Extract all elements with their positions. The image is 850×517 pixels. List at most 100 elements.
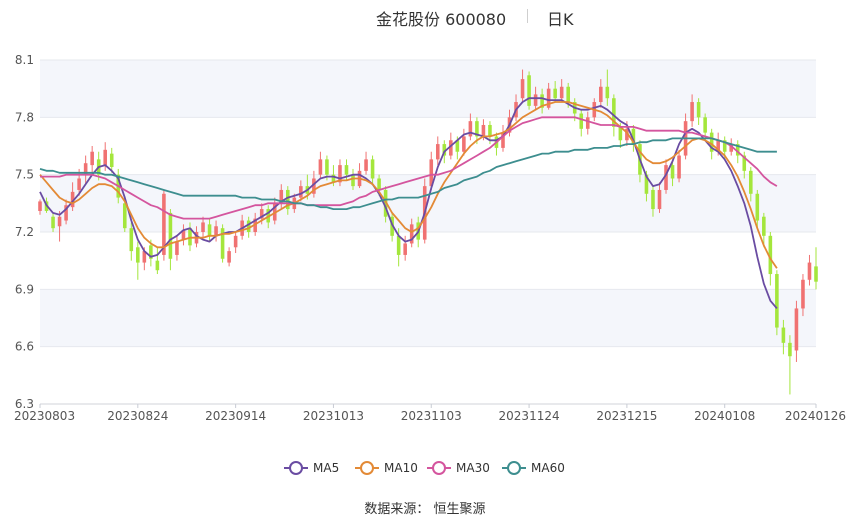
legend-item-ma30[interactable]: MA30 [427, 459, 490, 477]
candle-body [338, 165, 342, 183]
chart-title-stock: 金花股份 600080 [376, 10, 507, 29]
candle-body [814, 266, 818, 282]
candle-body [390, 216, 394, 236]
candle-body [286, 189, 290, 210]
candle-body [546, 88, 551, 108]
candle-body [168, 212, 173, 259]
candle-body [312, 178, 316, 194]
candle-body [781, 327, 786, 343]
candle-body [64, 205, 68, 221]
x-tick-label: 20231103 [401, 409, 462, 423]
candle-body [599, 86, 603, 103]
legend-ma30-label: MA30 [456, 461, 490, 475]
legend-ma10-symbol-icon [355, 461, 379, 475]
candle-body [77, 178, 81, 190]
x-tick-label: 20231013 [303, 409, 364, 423]
x-tick-label: 20231215 [596, 409, 657, 423]
candle-body [762, 216, 766, 236]
candle-body [344, 165, 349, 175]
chart-header: 金花股份 600080 日K [0, 6, 850, 29]
legend-item-ma60[interactable]: MA60 [502, 459, 565, 477]
candle-body [605, 86, 610, 99]
candle-body [279, 189, 284, 204]
candlestick-chart: 6.3 6.6 6.9 7.2 7.5 7.8 8.1 20230803 20230824 202… [14, 53, 846, 423]
candle-body [618, 126, 623, 141]
candle-body [722, 140, 727, 152]
candle-body [807, 262, 812, 280]
candle-body [468, 121, 473, 137]
candle-body [90, 151, 94, 166]
candle-body [696, 102, 701, 118]
candle-body [377, 178, 381, 190]
candle-body [481, 124, 486, 137]
candle-body [475, 121, 479, 137]
candle-body [455, 140, 460, 152]
candle-body [729, 144, 734, 152]
data-source: 数据来源： 恒生聚源 [364, 502, 486, 517]
grid-band [40, 60, 816, 118]
candle-body [429, 159, 434, 187]
y-tick-label: 7.8 [15, 110, 34, 124]
candle-body [775, 274, 779, 328]
candle-body [716, 140, 720, 152]
candle-body [331, 174, 336, 183]
candle-body [220, 228, 225, 259]
candle-body [227, 251, 231, 263]
candle-body [188, 228, 192, 246]
candle-body [651, 189, 655, 210]
y-tick-label: 6.6 [15, 340, 34, 354]
candle-body [527, 75, 531, 106]
candle-body [325, 159, 329, 175]
legend-ma10-label: MA10 [384, 461, 418, 475]
candle-body [259, 209, 264, 219]
y-tick-label: 8.1 [15, 53, 34, 67]
candle-body [162, 193, 166, 255]
candle-body [435, 144, 440, 160]
candle-body [351, 174, 355, 187]
x-tick-label: 20230803 [14, 409, 75, 423]
candle-body [396, 235, 401, 255]
candle-body [364, 159, 368, 171]
ma30-line [40, 116, 778, 220]
candle-body [788, 342, 792, 357]
candle-body [533, 94, 538, 106]
candle-body [735, 144, 740, 156]
candle-body [442, 144, 447, 156]
candle-body [383, 189, 388, 217]
x-tick-label: 20231124 [499, 409, 560, 423]
candle-body [631, 128, 636, 145]
ma10-line [39, 101, 778, 269]
candle-body [129, 228, 134, 252]
candle-body [57, 216, 62, 227]
candle-body [553, 88, 557, 99]
candle-body [51, 216, 55, 229]
chart-title-period[interactable]: 日K [547, 10, 574, 29]
x-tick-label: 20230914 [205, 409, 266, 423]
candle-body [409, 224, 414, 244]
candle-body [501, 132, 505, 148]
candle-body [449, 140, 453, 156]
candle-body [488, 124, 492, 137]
candle-body [299, 186, 303, 198]
candle-body [233, 235, 238, 248]
candle-body [181, 230, 186, 240]
candle-body [70, 191, 75, 208]
candle-body [109, 153, 114, 168]
candle-body [644, 174, 649, 194]
x-tick-label: 20230824 [107, 409, 168, 423]
candle-body [748, 170, 753, 194]
candle-body [540, 94, 544, 108]
candle-body [755, 193, 760, 221]
legend-item-ma5[interactable]: MA5 [284, 459, 339, 477]
candle-body [657, 189, 662, 210]
candle-body [207, 224, 212, 236]
candle-body [625, 128, 629, 141]
candle-body [142, 251, 147, 263]
candle-body [122, 203, 127, 229]
ma5-line [39, 97, 778, 309]
legend-item-ma10[interactable]: MA10 [355, 459, 418, 477]
x-tick-label: 20240126 [785, 409, 846, 423]
title-divider [527, 9, 528, 23]
candle-body [612, 98, 616, 127]
candle-body [370, 159, 375, 179]
